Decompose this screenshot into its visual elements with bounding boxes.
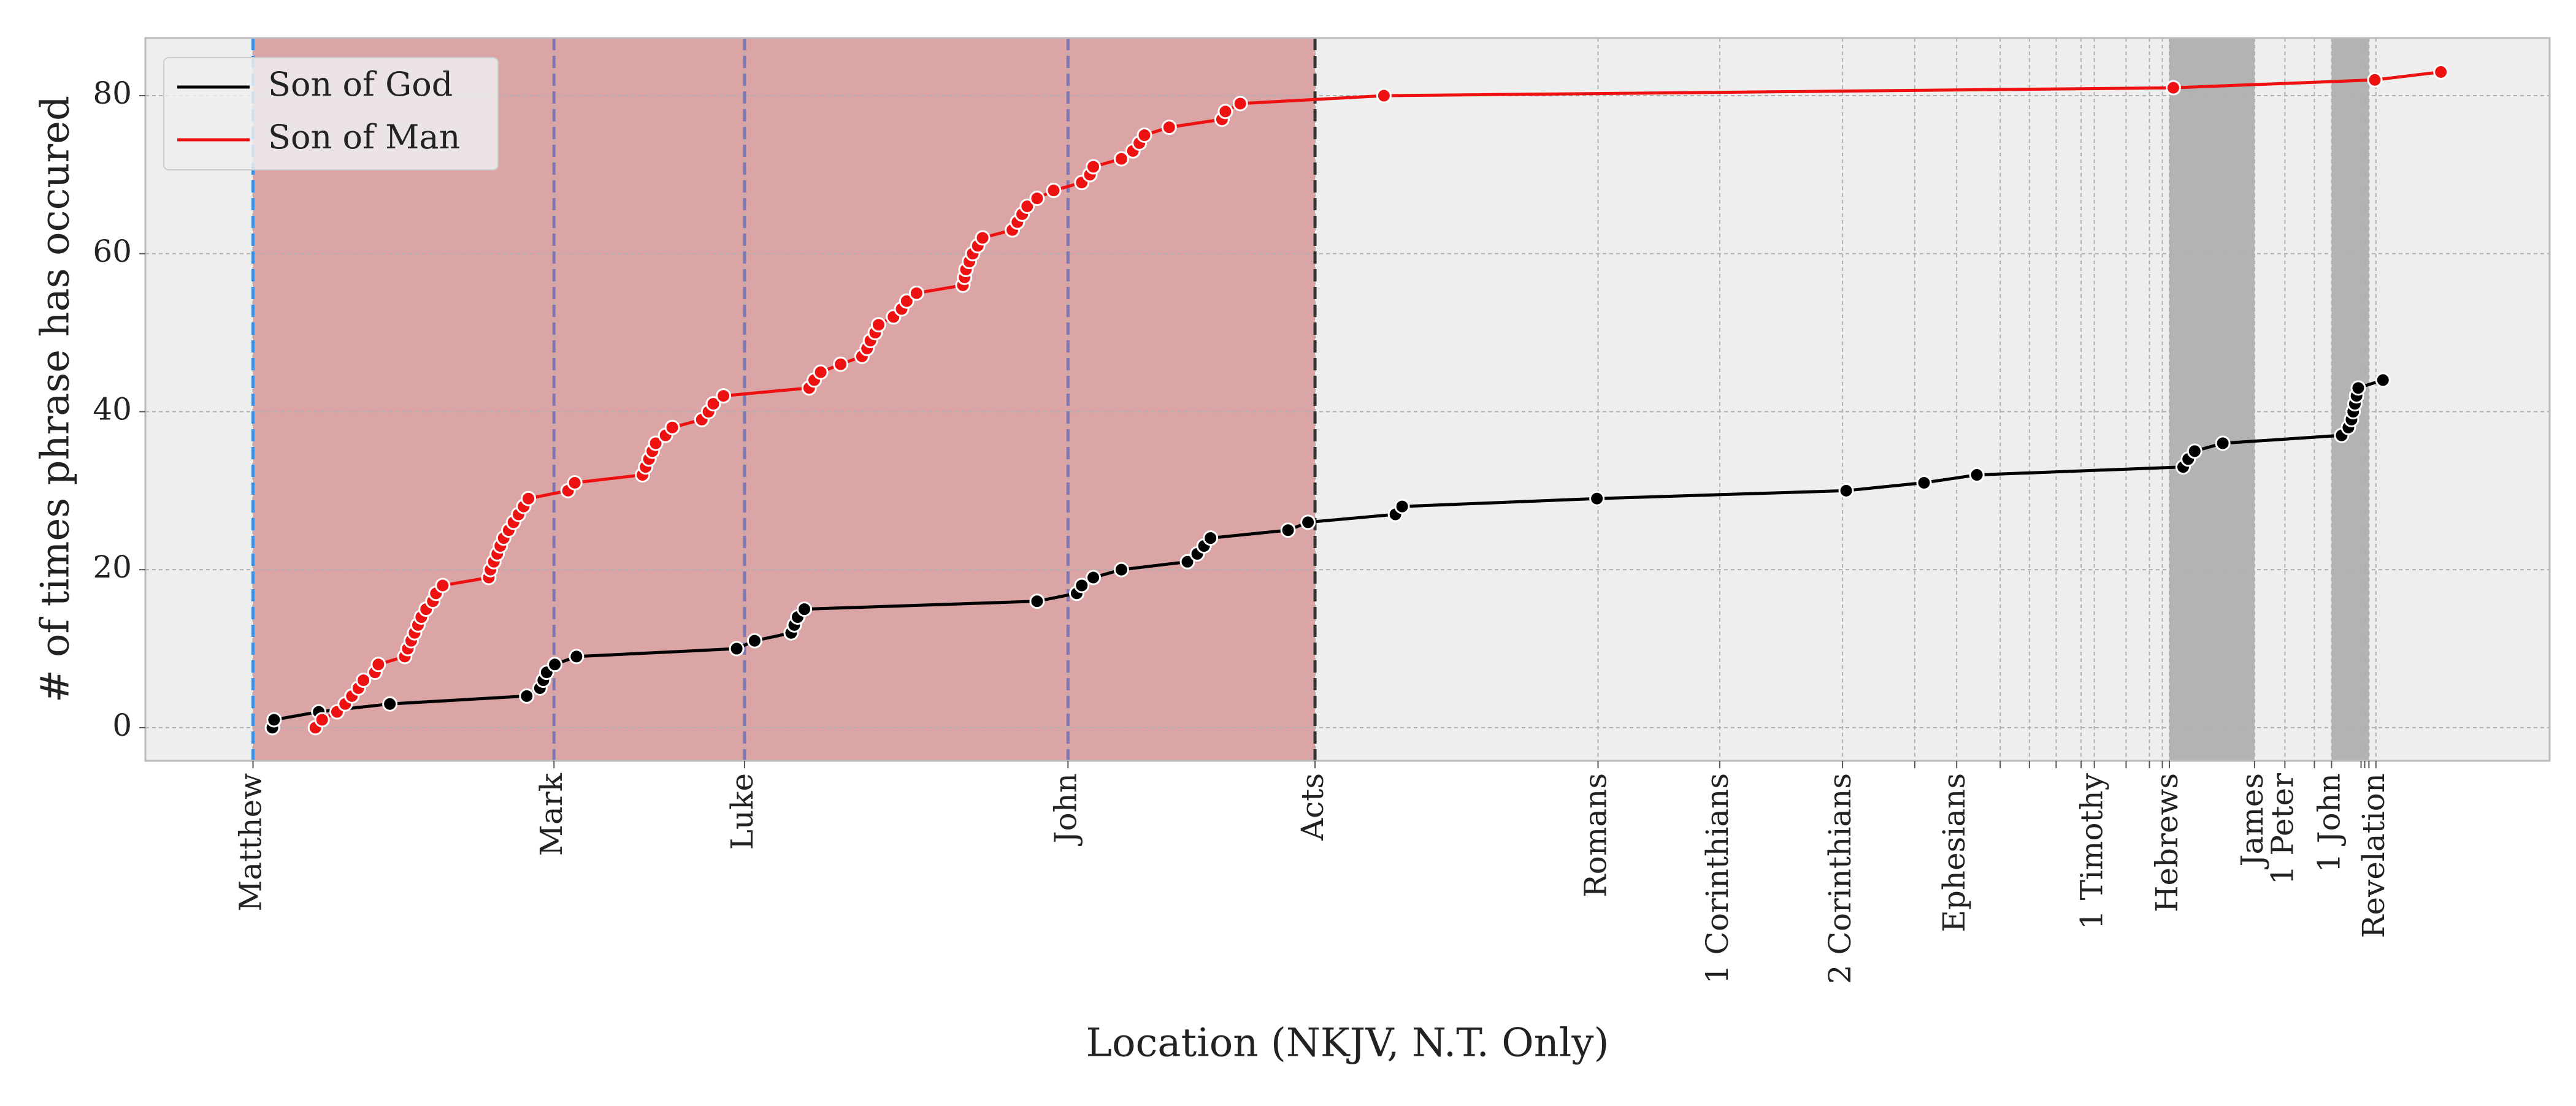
- data-point: [356, 673, 372, 688]
- data-point: [1969, 467, 1985, 483]
- data-point: [1137, 127, 1152, 143]
- data-point: [567, 475, 583, 490]
- x-tick-label: 1 Corinthians: [1700, 773, 1735, 984]
- data-point: [382, 696, 398, 712]
- y-tick-label: 40: [93, 391, 132, 427]
- data-point: [833, 356, 849, 372]
- x-tick-label: Hebrews: [2149, 773, 2185, 912]
- plot-frame: [144, 37, 2551, 762]
- shaded-span: [2169, 38, 2255, 761]
- data-point: [314, 712, 330, 728]
- data-point: [648, 435, 664, 451]
- data-point: [266, 712, 282, 728]
- x-tick-label: 1 Peter: [2264, 773, 2300, 885]
- data-point: [1232, 96, 1248, 112]
- data-point: [547, 657, 563, 673]
- data-point: [813, 364, 829, 380]
- x-tick-label: John: [1048, 773, 1083, 847]
- x-tick-label: Mark: [534, 772, 569, 856]
- data-point: [2165, 80, 2181, 96]
- data-point: [1074, 578, 1090, 593]
- data-point: [899, 293, 914, 309]
- data-point: [2367, 72, 2383, 88]
- y-axis-label: # of times phrase has occured: [33, 96, 79, 703]
- y-tick-label: 60: [93, 234, 132, 269]
- data-point: [1589, 490, 1605, 506]
- data-point: [519, 688, 535, 704]
- data-point: [1113, 151, 1129, 167]
- data-point: [521, 490, 537, 506]
- x-tick-label: 2 Corinthians: [1822, 773, 1858, 984]
- legend-label: Son of Man: [268, 118, 460, 156]
- data-point: [2433, 64, 2449, 80]
- data-point: [797, 601, 813, 617]
- data-point: [1161, 120, 1177, 135]
- x-tick-label: Romans: [1577, 773, 1613, 898]
- x-axis-label: Location (NKJV, N.T. Only): [1086, 1021, 1609, 1066]
- data-point: [1300, 514, 1316, 530]
- data-point: [2375, 372, 2391, 388]
- legend-label: Son of God: [268, 65, 453, 104]
- x-tick-label: 1 John: [2311, 773, 2347, 872]
- legend: Son of God Son of Man: [163, 57, 499, 170]
- x-tick-label: Matthew: [232, 773, 268, 912]
- data-point: [1179, 554, 1195, 570]
- data-point: [664, 419, 680, 435]
- data-point: [1029, 593, 1045, 609]
- data-point: [1203, 530, 1219, 546]
- x-tick-label: Revelation: [2356, 773, 2391, 938]
- x-tick-label: Ephesians: [1936, 773, 1972, 932]
- data-point: [1019, 198, 1035, 214]
- data-point: [1376, 88, 1392, 104]
- y-tick-label: 20: [93, 549, 132, 585]
- x-tick-label: Acts: [1295, 773, 1330, 841]
- data-point: [705, 396, 721, 412]
- data-point: [1394, 498, 1410, 514]
- data-point: [1838, 482, 1854, 498]
- x-tick-label: 1 Timothy: [2074, 772, 2110, 929]
- data-point: [975, 230, 991, 246]
- data-point: [746, 633, 762, 649]
- data-point: [1113, 562, 1129, 578]
- data-point: [435, 578, 451, 593]
- data-point: [716, 388, 732, 404]
- y-tick-label: 80: [93, 75, 132, 111]
- data-point: [2350, 380, 2366, 396]
- data-point: [1086, 159, 1102, 175]
- data-point: [1217, 104, 1233, 120]
- data-point: [370, 657, 386, 673]
- data-point: [1029, 191, 1045, 207]
- data-point: [1280, 522, 1296, 538]
- data-point: [1046, 183, 1062, 199]
- data-point: [569, 649, 585, 665]
- data-point: [2215, 435, 2231, 451]
- data-point: [729, 641, 745, 657]
- data-point: [908, 285, 924, 301]
- data-point: [870, 317, 886, 333]
- data-point: [1916, 475, 1932, 490]
- x-tick-label: James: [2234, 773, 2270, 870]
- data-point: [1086, 570, 1102, 585]
- data-point: [2187, 443, 2202, 459]
- x-tick-label: Luke: [724, 773, 760, 850]
- y-tick-label: 0: [112, 707, 132, 743]
